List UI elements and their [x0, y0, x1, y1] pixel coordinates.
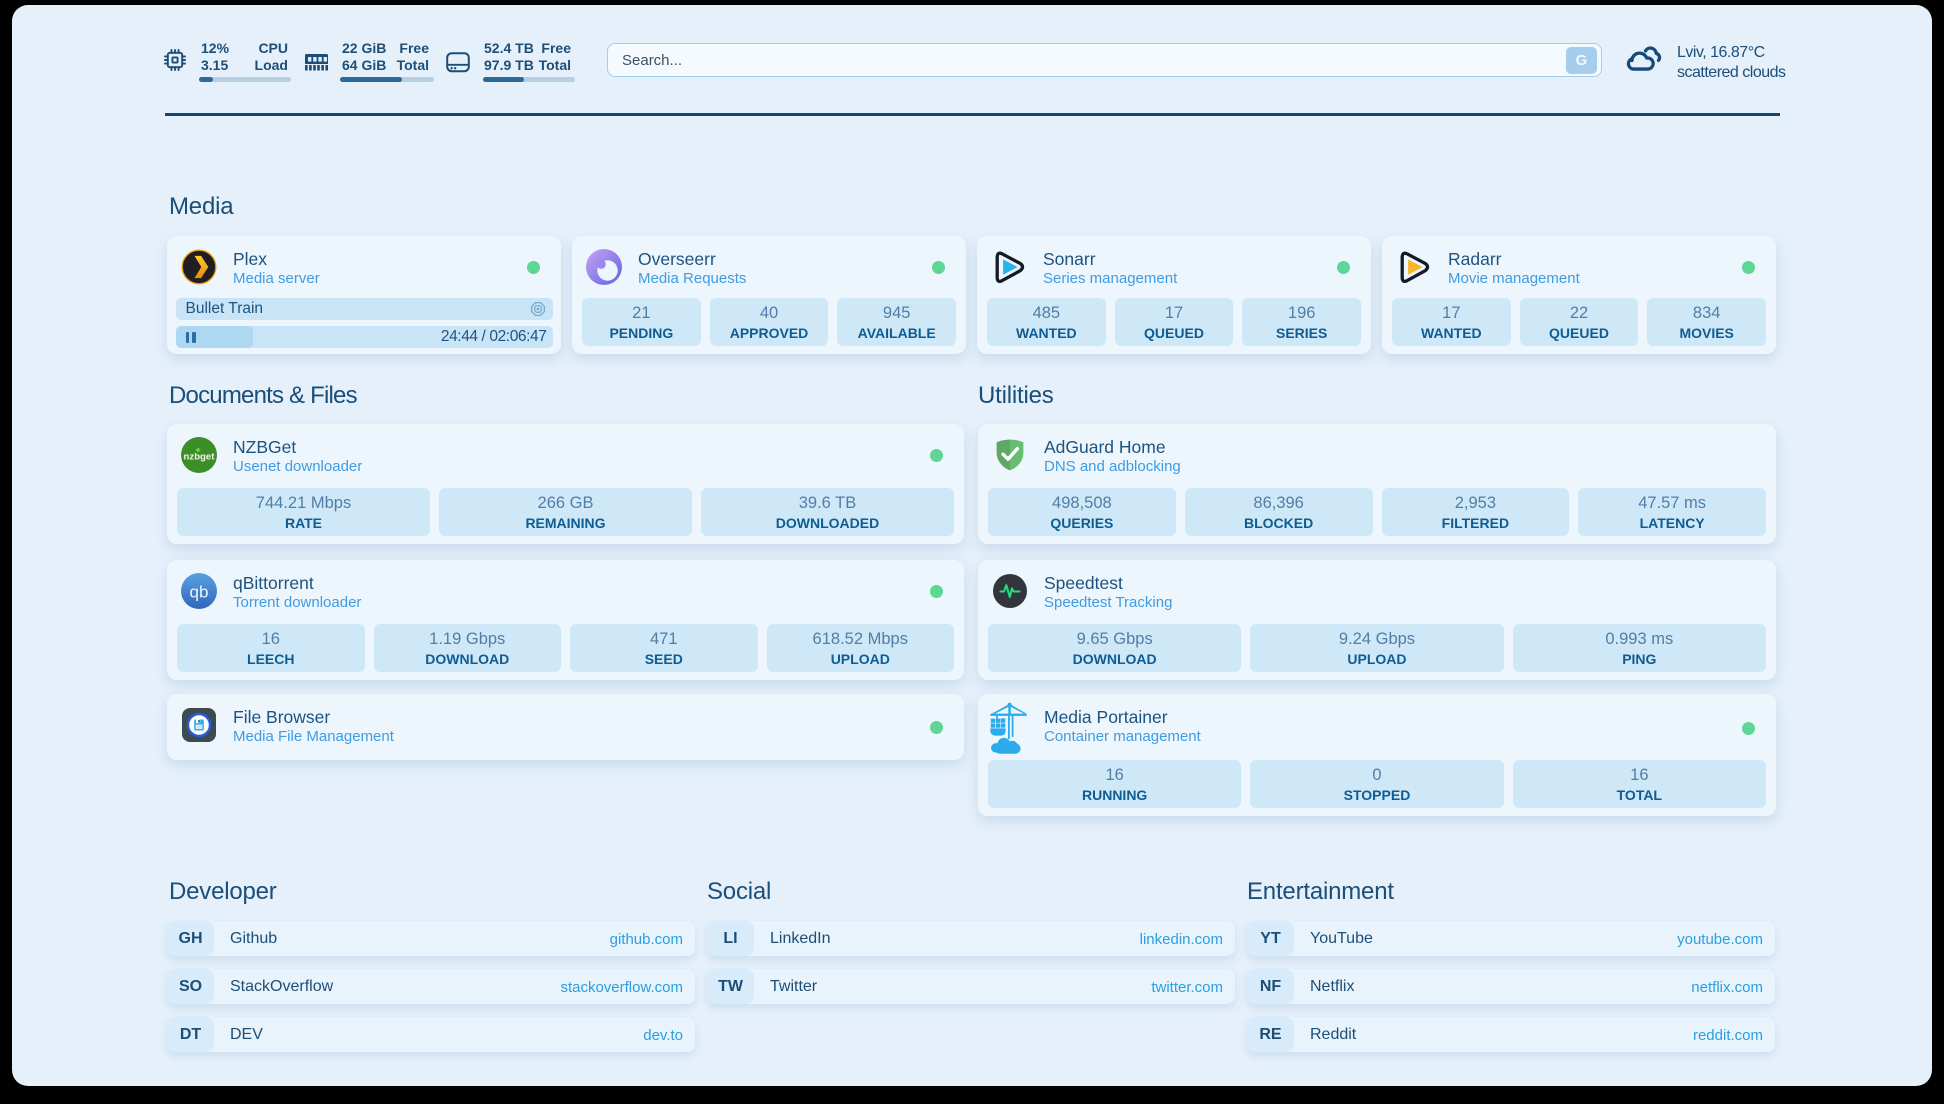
svg-text:qb: qb: [190, 583, 209, 602]
svg-text:nzbget: nzbget: [184, 452, 216, 463]
